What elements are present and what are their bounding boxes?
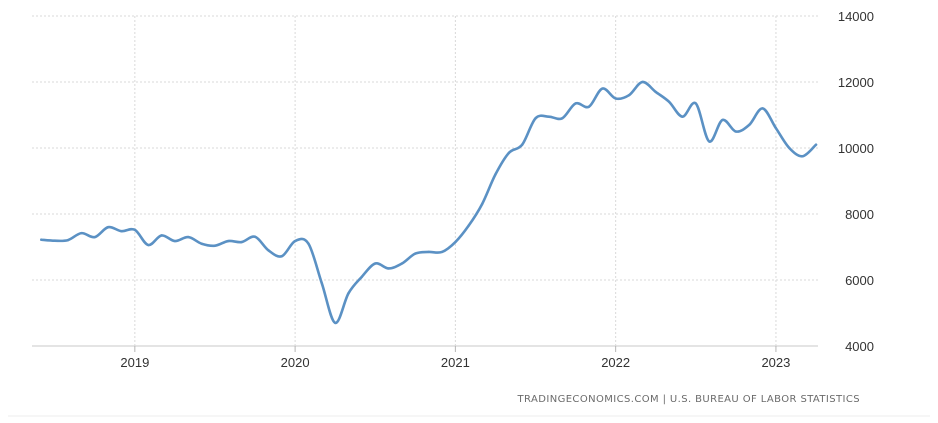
- data-point: [707, 140, 711, 143]
- data-point: [681, 115, 684, 118]
- series-line: [40, 80, 818, 325]
- x-tick-label: 2020: [281, 355, 310, 370]
- data-point: [627, 94, 631, 97]
- y-tick-label: 10000: [838, 141, 874, 156]
- data-point: [734, 130, 738, 133]
- data-point: [374, 262, 377, 265]
- data-point: [654, 90, 657, 94]
- x-tick-label: 2022: [601, 355, 630, 370]
- data-point: [240, 240, 243, 244]
- data-point: [561, 117, 564, 120]
- data-point: [173, 239, 177, 243]
- data-point: [80, 231, 83, 235]
- x-axis-ticks: 2019 2020 2021 2022 2023: [120, 355, 790, 370]
- data-point: [520, 143, 524, 146]
- data-point: [667, 100, 671, 104]
- data-point: [440, 250, 444, 254]
- y-axis-ticks: 4000 6000 8000 10000 12000 14000: [838, 9, 874, 354]
- x-tick-label: 2019: [120, 355, 149, 370]
- y-tick-label: 8000: [845, 207, 874, 222]
- data-point: [160, 234, 163, 237]
- data-point: [694, 102, 697, 105]
- data-point: [788, 146, 791, 150]
- grid: [32, 15, 818, 352]
- data-point: [587, 105, 591, 108]
- source-label: TRADINGECONOMICS.COM | U.S. BUREAU OF LA…: [517, 394, 860, 405]
- data-point: [427, 250, 430, 254]
- data-point: [614, 97, 617, 100]
- y-tick-label: 6000: [845, 273, 874, 288]
- data-point: [227, 239, 230, 243]
- data-point: [387, 267, 390, 270]
- x-tick-label: 2021: [441, 355, 470, 370]
- data-point: [347, 292, 350, 295]
- data-point: [200, 242, 203, 245]
- data-point: [213, 244, 217, 247]
- data-point: [267, 249, 270, 252]
- data-point: [400, 262, 404, 265]
- data-point: [814, 143, 818, 146]
- data-point: [253, 235, 257, 238]
- data-point: [574, 102, 577, 105]
- data-point: [146, 243, 150, 247]
- data-point: [761, 107, 764, 110]
- y-tick-label: 14000: [838, 9, 874, 24]
- data-point: [307, 242, 310, 245]
- data-point: [748, 123, 751, 127]
- data-point: [601, 87, 604, 90]
- y-tick-label: 12000: [838, 75, 874, 90]
- data-point: [333, 321, 337, 325]
- data-point: [547, 115, 551, 118]
- data-point: [494, 173, 497, 176]
- data-point: [454, 240, 457, 244]
- data-point: [774, 127, 778, 130]
- data-point: [53, 239, 56, 242]
- data-point: [467, 224, 470, 227]
- data-point: [480, 202, 484, 206]
- data-point: [414, 252, 417, 255]
- data-point: [293, 239, 297, 243]
- data-point: [106, 226, 110, 229]
- series-layer: [40, 80, 818, 325]
- data-point: [93, 235, 96, 239]
- data-point: [280, 255, 283, 258]
- data-point: [641, 80, 644, 84]
- data-point: [721, 118, 724, 122]
- data-point: [120, 229, 123, 233]
- data-point: [360, 275, 364, 278]
- data-point: [320, 282, 324, 285]
- data-point: [534, 117, 537, 120]
- data-point: [133, 228, 137, 232]
- data-point: [507, 151, 511, 155]
- x-tick-label: 2023: [761, 355, 790, 370]
- data-point: [187, 235, 190, 239]
- data-point: [66, 238, 70, 242]
- y-tick-label: 4000: [845, 339, 874, 354]
- data-point: [40, 238, 43, 241]
- data-point: [801, 155, 804, 158]
